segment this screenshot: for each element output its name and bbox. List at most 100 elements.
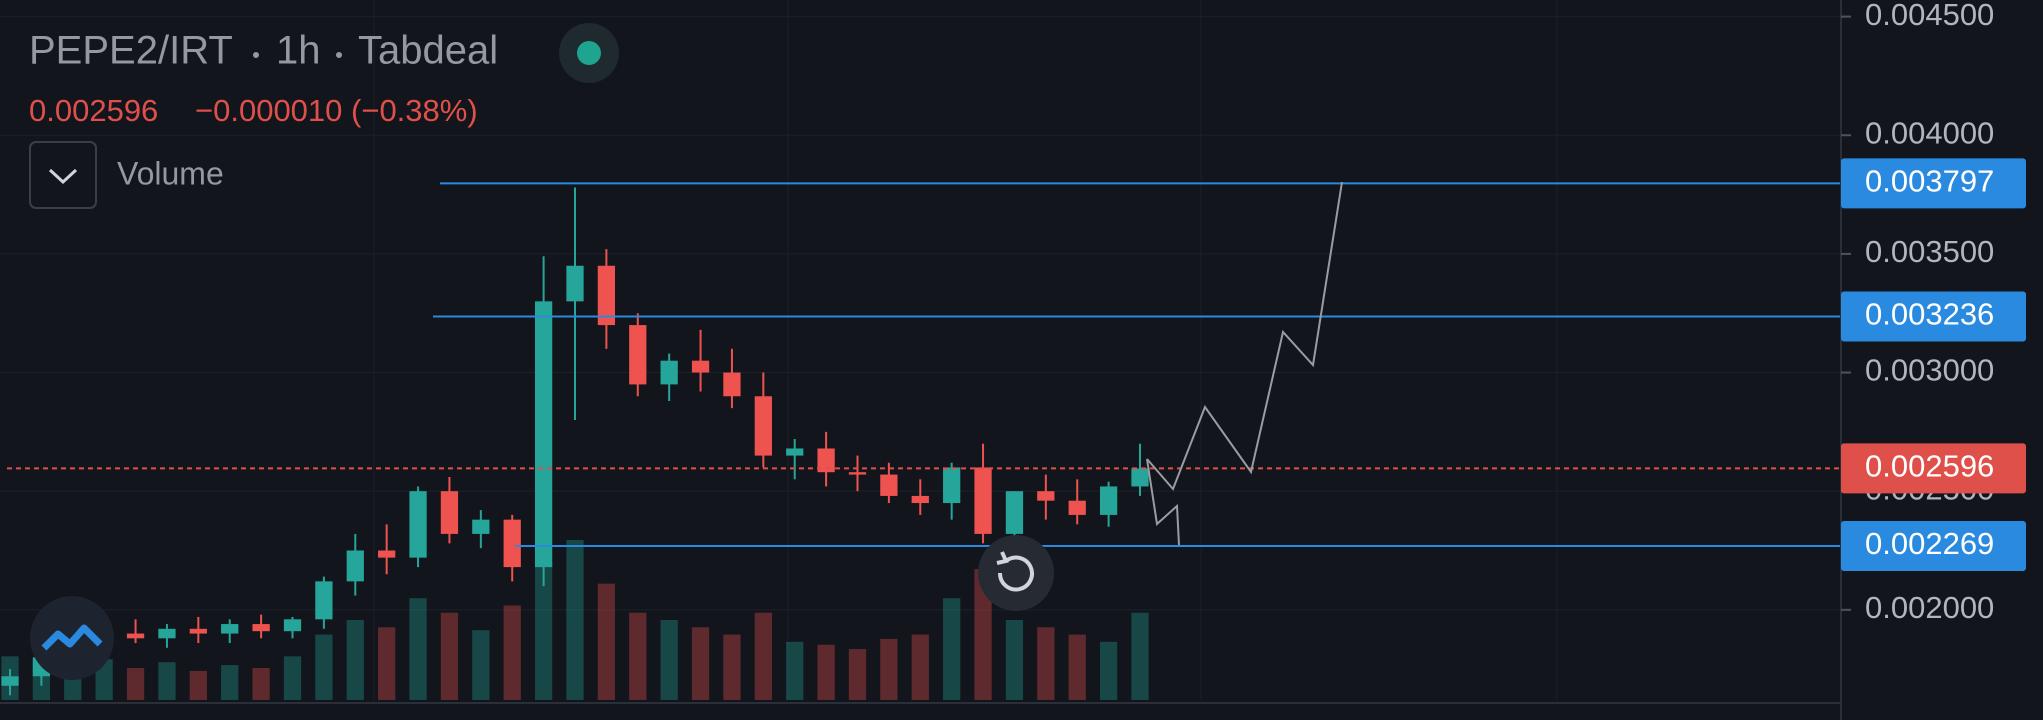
reset-button[interactable] (978, 535, 1054, 611)
candle-body (566, 265, 584, 302)
vertical-grid (373, 0, 1558, 700)
volume-bar (629, 612, 647, 700)
candle-body (221, 624, 239, 634)
candle-body (629, 325, 647, 385)
candle-body (723, 372, 741, 397)
candle-body (911, 495, 929, 504)
candle-body (786, 448, 804, 456)
y-tick-label: 0.004000 (1865, 115, 1994, 150)
reset-icon (997, 555, 1034, 592)
volume-bar (660, 620, 678, 700)
candle-body (817, 448, 835, 473)
volume-bar (911, 634, 929, 700)
volume-bar (848, 649, 867, 700)
candle-body (1068, 500, 1086, 515)
separator (336, 52, 342, 58)
price-label-box (1841, 521, 2026, 571)
exchange: Tabdeal (358, 29, 498, 73)
candle-body (378, 550, 396, 558)
volume-bar (566, 540, 584, 700)
candle-body (158, 628, 176, 639)
candle-body (1, 676, 19, 686)
candle-body (126, 633, 145, 639)
candle-body (1037, 491, 1055, 501)
volume-bar (723, 634, 741, 700)
drawing-projection (1146, 181, 1343, 491)
candle-body (597, 265, 616, 326)
volume-bar (1099, 641, 1118, 700)
volume-bar (786, 641, 804, 700)
volume-bar (880, 638, 898, 700)
candle-body (880, 474, 898, 496)
logo-icon (41, 624, 103, 651)
volume-bar (315, 634, 333, 700)
price-label: 0.002269 (1865, 526, 1994, 561)
price-label-box (1841, 443, 2026, 494)
candle-body (346, 550, 364, 582)
y-tick-label: 0.003000 (1865, 353, 1994, 388)
price-lines (7, 182, 1841, 547)
volume-bar (974, 569, 992, 700)
volume-bar (472, 630, 490, 700)
candle-body (691, 360, 710, 373)
status-dot (577, 41, 601, 65)
candle-body (660, 360, 678, 385)
price-label: 0.003797 (1865, 164, 1994, 199)
volume-bar (378, 627, 396, 700)
candle-body (1131, 468, 1149, 487)
volume-bar (252, 668, 270, 700)
candles-layer (1, 187, 1149, 696)
interval: 1h (276, 29, 321, 73)
y-tick-label: 0.002000 (1865, 590, 1994, 625)
candle-body (283, 619, 302, 632)
volume-bar (534, 561, 553, 700)
volume-bar (189, 670, 207, 700)
last-price: 0.002596 (29, 93, 158, 128)
price-change: −0.000010 (−0.38%) (195, 93, 478, 128)
candle-body (503, 519, 521, 568)
volume-bar (503, 605, 521, 700)
y-tick-label: 0.004500 (1865, 0, 1994, 32)
drawing-projection (1146, 458, 1180, 546)
candle-body (1005, 491, 1024, 534)
volume-bar (597, 583, 616, 700)
price-line-labels: 0.003797 0.003236 0.002596 0.002269 (1841, 158, 2026, 571)
volume-bar (754, 612, 772, 700)
volume-bar (1005, 620, 1024, 700)
candle-body (943, 467, 961, 504)
candle-body (189, 628, 207, 634)
volume-bar (1037, 627, 1055, 700)
collapse-button[interactable] (29, 141, 97, 209)
volume-bar (221, 665, 239, 700)
volume-bar (158, 662, 176, 700)
price-label-box (1841, 158, 2026, 209)
volume-bar (1131, 612, 1149, 700)
separator (253, 52, 259, 58)
volume-bar (1068, 634, 1086, 700)
volume-bar (409, 598, 427, 700)
candle-body (848, 472, 867, 475)
volume-bar (943, 598, 961, 700)
price-label: 0.003236 (1865, 297, 1994, 332)
volume-bar (95, 659, 113, 700)
volume-bar (346, 620, 364, 700)
volume-layer (1, 540, 1149, 700)
volume-bar (126, 668, 145, 700)
volume-bar (691, 627, 710, 700)
reset-icon (996, 551, 1009, 565)
candle-body (1099, 486, 1118, 515)
volume-bar (283, 656, 302, 700)
volume-bar (440, 612, 459, 700)
symbol: PEPE2/IRT (29, 29, 233, 73)
candle-body (472, 519, 490, 534)
candle-body (974, 467, 992, 534)
candle-body (754, 396, 772, 456)
price-label: 0.002596 (1865, 449, 1994, 484)
volume-label: Volume (117, 155, 224, 191)
candle-body (252, 624, 270, 632)
candle-body (315, 581, 333, 620)
volume-bar (817, 644, 835, 700)
candle-body (440, 491, 459, 534)
candle-body (409, 491, 427, 558)
